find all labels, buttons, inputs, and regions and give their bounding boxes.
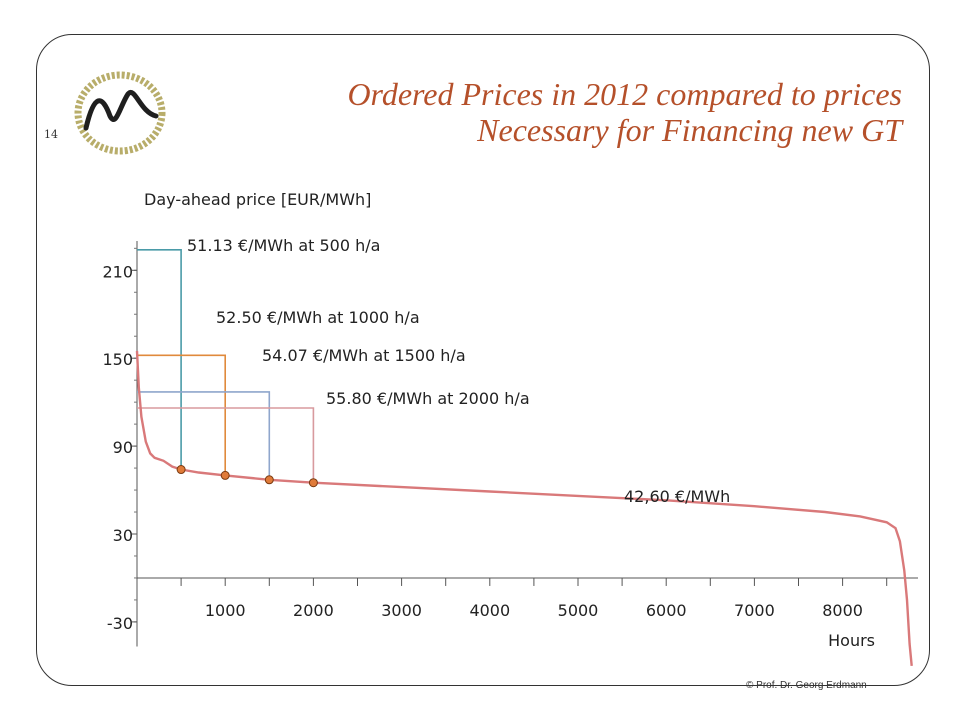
average-price-label: 42,60 €/MWh xyxy=(624,487,730,506)
x-tick-label: 8000 xyxy=(822,601,863,620)
title-line-2: Necessary for Financing new GT xyxy=(477,112,902,148)
threshold-marker xyxy=(264,475,274,485)
chart-axes: -30 30 90 150 210 1000 2000 3000 4000 5000 6000 700… xyxy=(102,190,918,650)
y-tick-label: 210 xyxy=(102,262,133,281)
threshold-marker xyxy=(308,478,318,488)
threshold-line xyxy=(137,407,315,483)
threshold-label: 51.13 €/MWh at 500 h/a xyxy=(187,236,380,255)
x-tick-label: 4000 xyxy=(469,601,510,620)
copyright-text: © Prof. Dr. Georg Erdmann xyxy=(746,680,867,691)
threshold-line xyxy=(137,248,182,470)
title-line-1: Ordered Prices in 2012 compared to price… xyxy=(347,76,902,112)
threshold-line xyxy=(137,391,271,480)
chart-markers xyxy=(176,465,318,488)
threshold-label: 55.80 €/MWh at 2000 h/a xyxy=(326,389,530,408)
chart-labels: 51.13 €/MWh at 500 h/a 52.50 €/MWh at 100… xyxy=(187,236,730,506)
x-tick-label: 5000 xyxy=(558,601,599,620)
y-tick-label: 150 xyxy=(102,350,133,369)
threshold-label: 54.07 €/MWh at 1500 h/a xyxy=(262,346,466,365)
threshold-marker xyxy=(220,470,230,480)
x-tick-label: 3000 xyxy=(381,601,422,620)
x-tick-label: 2000 xyxy=(293,601,334,620)
slide-number: 14 xyxy=(44,128,58,141)
price-duration-curve xyxy=(135,350,913,667)
y-axis-title: Day-ahead price [EUR/MWh] xyxy=(144,190,371,209)
threshold-marker xyxy=(176,465,186,475)
slide-frame xyxy=(36,34,930,686)
y-tick-label: 90 xyxy=(113,438,133,457)
slide-title: Ordered Prices in 2012 compared to price… xyxy=(202,76,902,148)
chart-annotations xyxy=(137,248,315,483)
chart-series xyxy=(135,350,913,667)
threshold-line xyxy=(137,354,226,476)
threshold-label: 52.50 €/MWh at 1000 h/a xyxy=(216,308,420,327)
x-tick-label: 6000 xyxy=(646,601,687,620)
x-tick-label: 7000 xyxy=(734,601,775,620)
x-tick-label: 1000 xyxy=(205,601,246,620)
x-axis-title: Hours xyxy=(828,631,875,650)
y-tick-label: 30 xyxy=(113,526,133,545)
logo xyxy=(72,70,168,156)
y-tick-label: -30 xyxy=(107,614,133,633)
